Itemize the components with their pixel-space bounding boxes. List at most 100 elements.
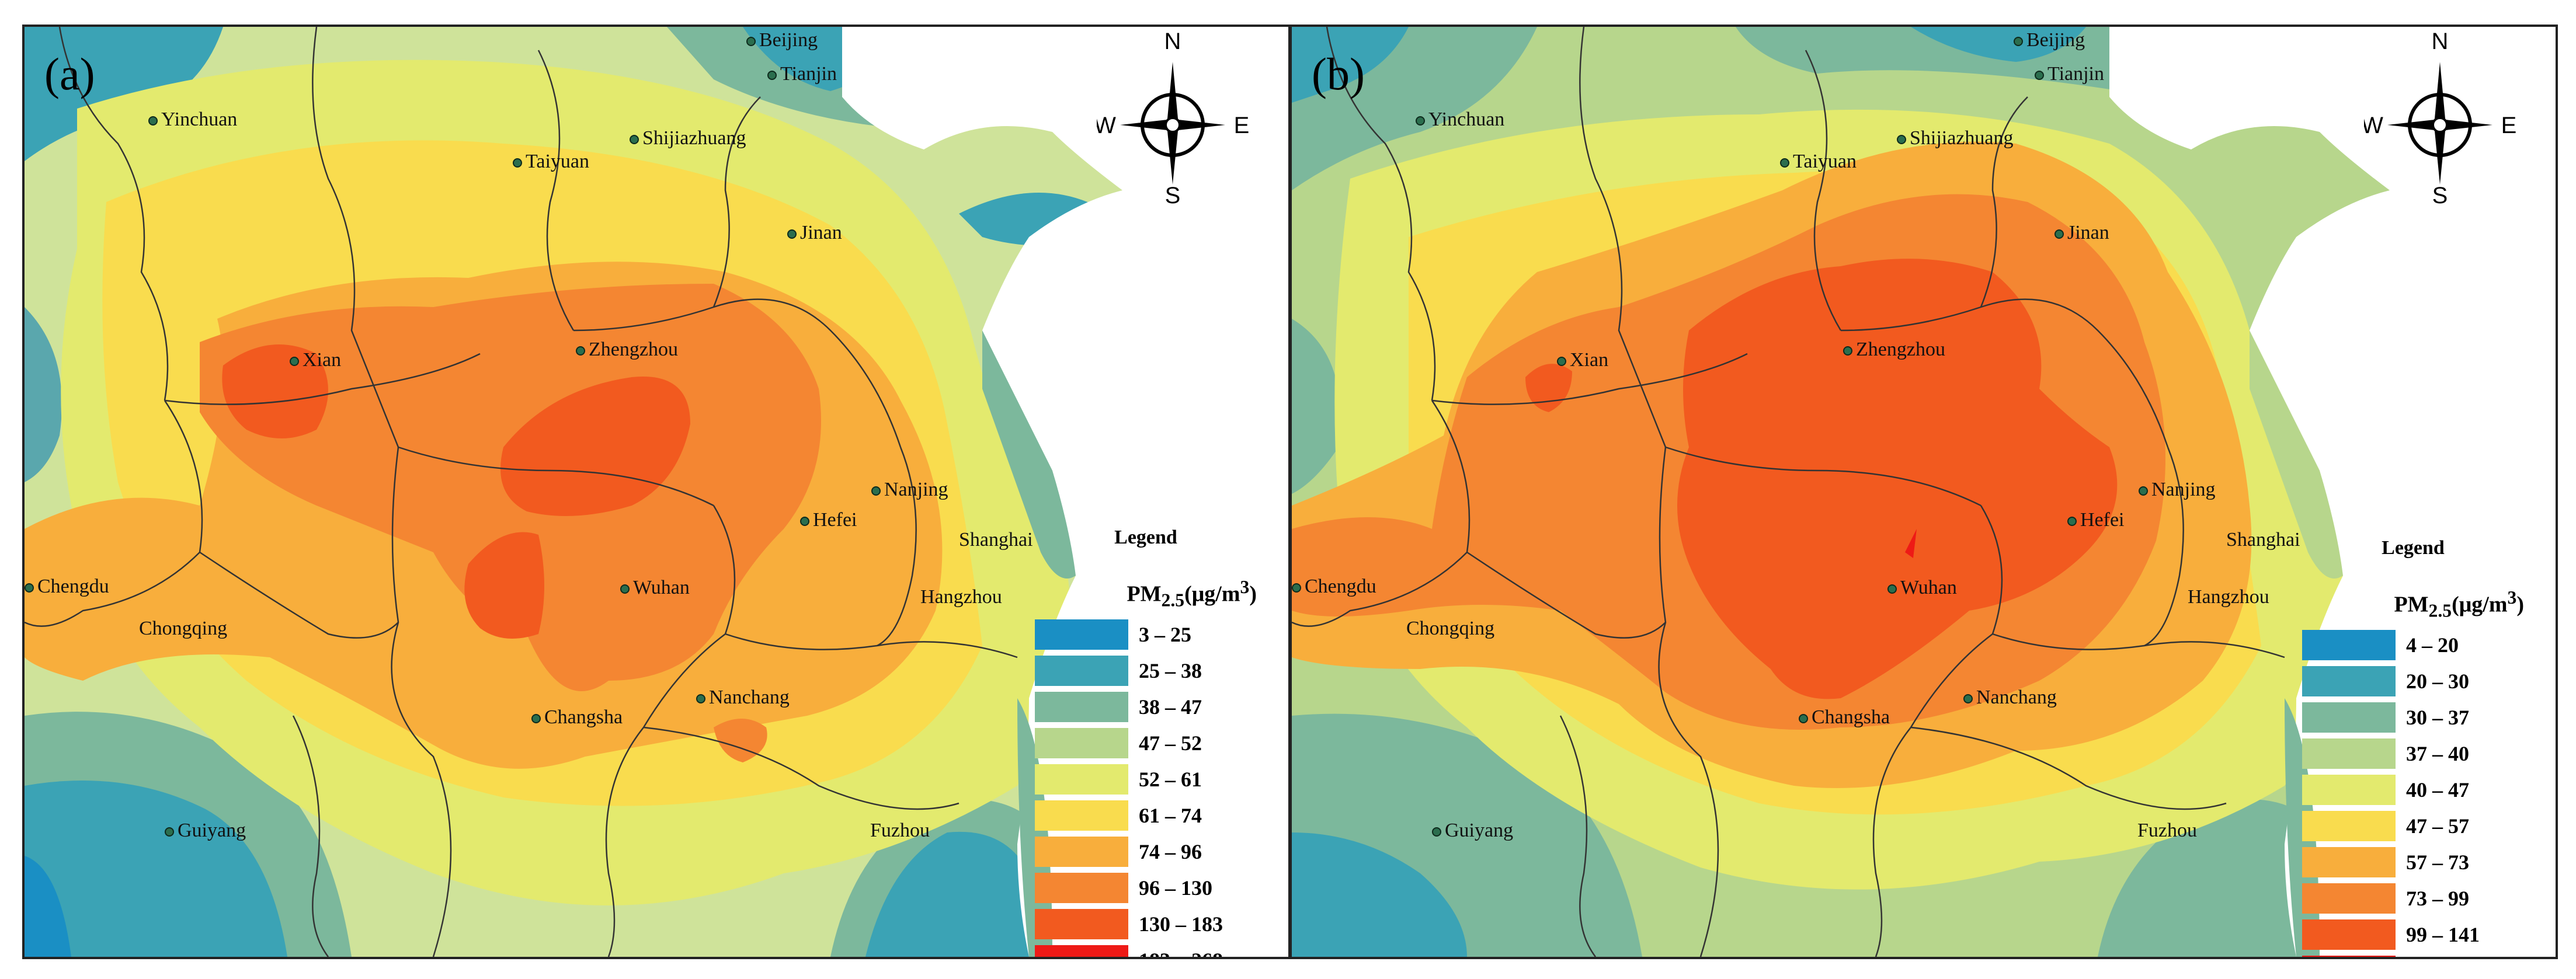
city-marker-icon	[1887, 584, 1897, 594]
pm25-contour-map-b	[1292, 27, 2556, 957]
city-marker-icon	[620, 584, 630, 594]
map-panel-b: (b) Beijing Tianjin Yinchuan Taiyuan Shi…	[1289, 25, 2558, 959]
city-marker-icon	[531, 714, 541, 724]
legend-item: 57 – 73	[2302, 844, 2524, 880]
city-label: Shanghai	[2226, 529, 2300, 551]
legend-swatch	[2302, 666, 2396, 697]
legend-label: 30 – 37	[2406, 706, 2469, 730]
legend-unit: PM2.5(μg/m3)	[1127, 577, 1257, 611]
legend-item: 52 – 61	[1035, 761, 1257, 797]
legend-label: 99 – 141	[2406, 923, 2480, 947]
city-marker-icon	[1780, 158, 1789, 168]
city-label: Shijiazhuang	[1897, 127, 2014, 149]
map-panel-a: (a) Beijing Tianjin Yinchuan Taiyuan Shi…	[22, 25, 1291, 959]
north-arrow-compass: N S W E	[2361, 27, 2516, 208]
legend-item: 38 – 47	[1035, 689, 1257, 725]
city-marker-icon	[746, 37, 756, 47]
city-label: Tianjin	[2035, 63, 2104, 85]
city-label: Jinan	[787, 222, 842, 244]
legend-swatch	[2302, 919, 2396, 950]
legend-label: 25 – 38	[1139, 659, 1202, 683]
legend-label: 74 – 96	[1139, 840, 1202, 864]
city-label: Guiyang	[165, 820, 246, 842]
legend-label: 37 – 40	[2406, 742, 2469, 766]
pm25-contour-map-a	[25, 27, 1288, 957]
city-marker-icon	[1799, 714, 1808, 724]
city-label: Nanjing	[2139, 479, 2216, 501]
legend-swatch	[2302, 775, 2396, 806]
city-marker-icon	[2014, 37, 2023, 47]
city-marker-icon	[148, 116, 158, 126]
legend-swatch	[1035, 800, 1128, 831]
legend-label: 73 – 99	[2406, 887, 2469, 911]
city-label: Yinchuan	[1416, 109, 1504, 131]
north-arrow-compass: N S W E	[1094, 27, 1249, 208]
legend-label: 38 – 47	[1139, 695, 1202, 719]
city-marker-icon	[630, 135, 639, 145]
city-marker-icon	[2067, 517, 2077, 527]
city-label: Fuzhou	[870, 820, 930, 841]
city-marker-icon	[871, 486, 881, 496]
legend-item: 96 – 130	[1035, 870, 1257, 906]
city-marker-icon	[1963, 694, 1973, 704]
city-label: Taiyuan	[513, 151, 589, 173]
city-marker-icon	[1843, 346, 1852, 356]
legend-swatch	[1035, 619, 1128, 650]
city-label: Shanghai	[959, 529, 1033, 551]
legend-label: 96 – 130	[1139, 876, 1212, 900]
legend-label: 61 – 74	[1139, 804, 1202, 828]
legend-item: 37 – 40	[2302, 736, 2524, 772]
legend-item: 130 – 183	[1035, 906, 1257, 942]
legend-item: 61 – 74	[1035, 797, 1257, 834]
svg-text:W: W	[2364, 113, 2383, 138]
legend-swatch	[1035, 873, 1128, 904]
svg-text:E: E	[1234, 113, 1249, 138]
city-marker-icon	[696, 694, 705, 704]
legend-swatch	[1035, 945, 1128, 957]
legend-item: 141 – 209	[2302, 953, 2524, 957]
svg-text:E: E	[2501, 113, 2516, 138]
legend-swatch	[2302, 811, 2396, 842]
city-marker-icon	[1416, 116, 1425, 126]
legend-swatch	[2302, 847, 2396, 878]
city-marker-icon	[1432, 827, 1441, 837]
city-label: Zhengzhou	[1843, 339, 1945, 361]
legend-title: Legend	[2382, 537, 2445, 559]
legend-item: 47 – 57	[2302, 808, 2524, 844]
city-label: Nanjing	[871, 479, 948, 501]
svg-text:W: W	[1097, 113, 1116, 138]
city-marker-icon	[165, 827, 174, 837]
city-marker-icon	[2054, 229, 2064, 239]
legend-label: 4 – 20	[2406, 633, 2459, 657]
legend-label: 47 – 57	[2406, 814, 2469, 838]
city-marker-icon	[290, 357, 299, 367]
legend-item: 73 – 99	[2302, 880, 2524, 917]
svg-text:S: S	[1165, 183, 1181, 208]
panel-label: (b)	[1312, 48, 1365, 99]
city-label: Changsha	[1799, 706, 1890, 729]
legend-label: 130 – 183	[1139, 912, 1223, 936]
svg-text:S: S	[2432, 183, 2448, 208]
city-label: Beijing	[2014, 29, 2085, 51]
svg-text:N: N	[1164, 29, 1181, 54]
city-label: Nanchang	[696, 687, 790, 709]
city-label: Tianjin	[767, 63, 837, 85]
svg-text:N: N	[2432, 29, 2449, 54]
city-label: Chongqing	[139, 618, 228, 639]
legend-label: 183 – 268	[1139, 948, 1223, 957]
city-label: Chongqing	[1406, 618, 1495, 639]
legend-label: 20 – 30	[2406, 670, 2469, 694]
city-label: Zhengzhou	[576, 339, 678, 361]
legend-swatch	[1035, 837, 1128, 867]
city-label: Yinchuan	[148, 109, 237, 131]
city-label: Xian	[1557, 349, 1608, 371]
city-label: Xian	[290, 349, 341, 371]
city-label: Guiyang	[1432, 820, 1513, 842]
legend-item: 30 – 37	[2302, 699, 2524, 736]
city-label: Wuhan	[1887, 577, 1957, 599]
city-marker-icon	[767, 71, 777, 81]
compass-rose-icon: N S W E	[1094, 29, 1249, 208]
city-label: Chengdu	[1292, 576, 1376, 598]
city-marker-icon	[1292, 583, 1301, 593]
city-label: Hefei	[2067, 509, 2125, 531]
